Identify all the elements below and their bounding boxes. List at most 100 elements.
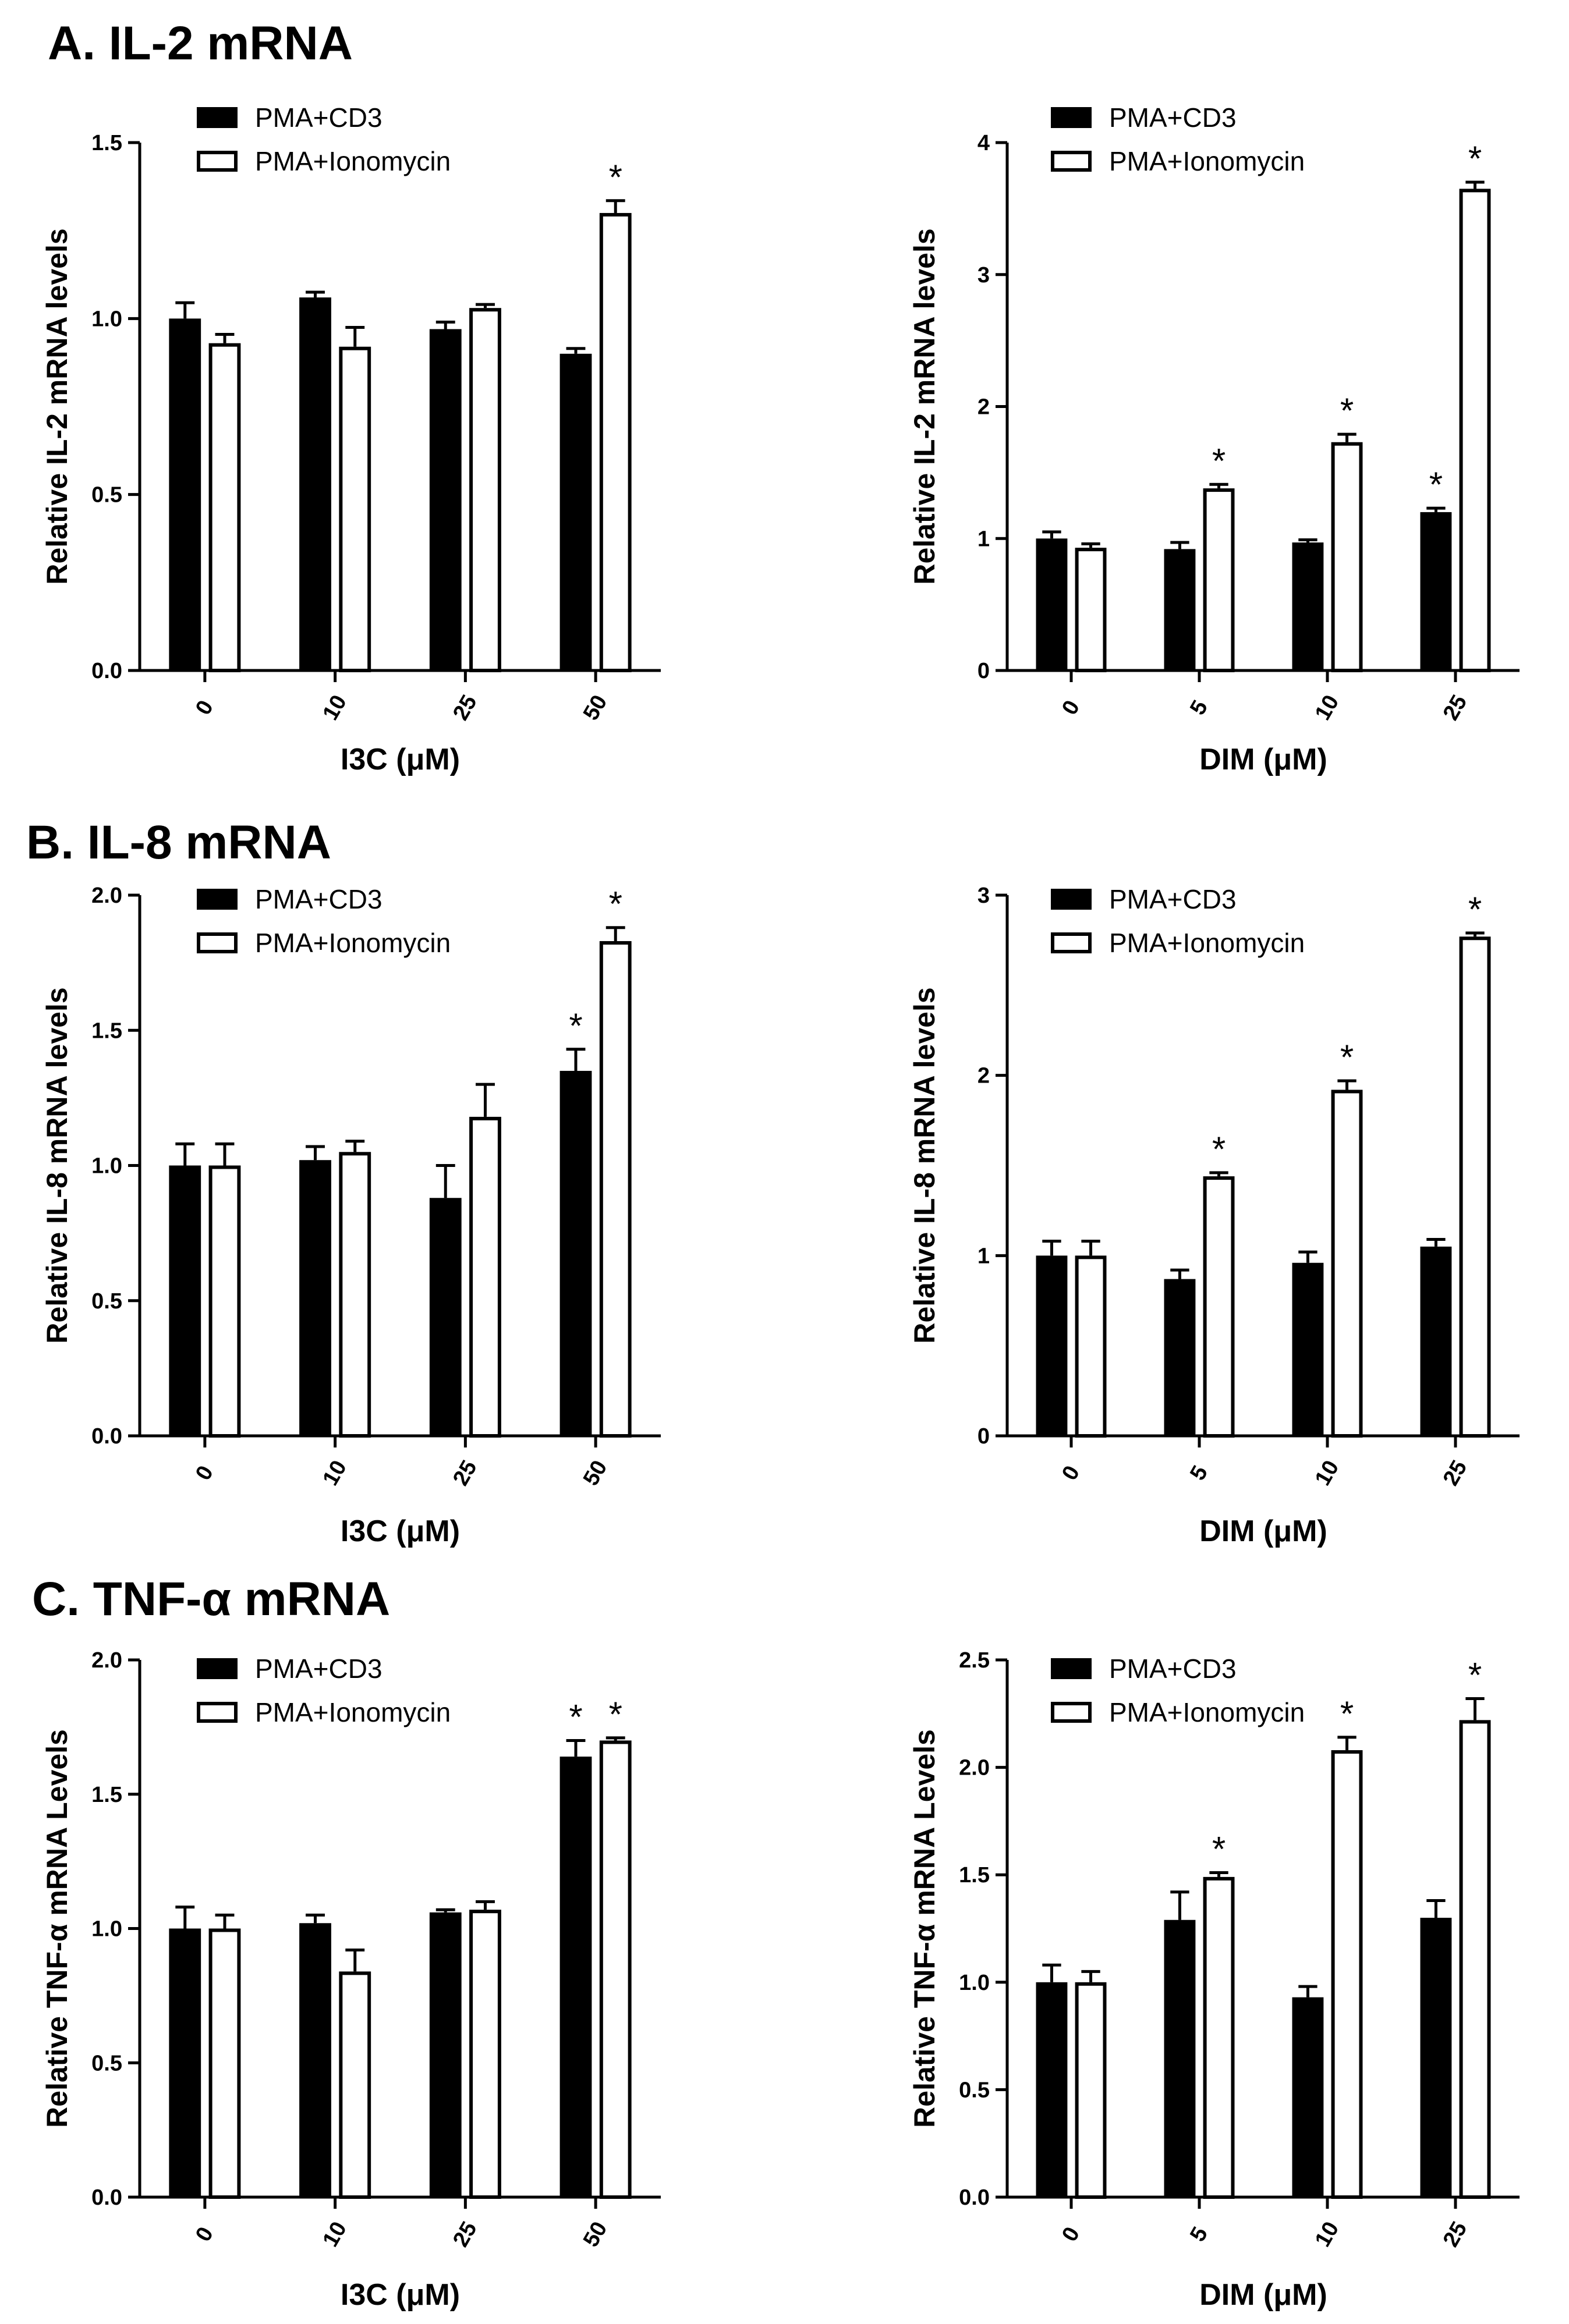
- chart5-significance-star: *: [609, 1695, 622, 1734]
- chart1-x-axis-label: I3C (μM): [341, 743, 460, 776]
- chart1-bar-pma-ionomycin: [469, 308, 501, 672]
- chart4-legend-label: PMA+Ionomycin: [1109, 928, 1305, 958]
- chart3-significance-star: *: [569, 1006, 582, 1045]
- chart4-y-tick-label: 3: [977, 884, 990, 908]
- chart6-significance-star: *: [1212, 1830, 1226, 1869]
- chart4-chart: 0 1 2 3 Relative IL-8 mRNA levels 0 5 * 10 * 25 * DI…: [908, 884, 1520, 1548]
- chart3-y-tick-label: 1.0: [91, 1154, 122, 1179]
- chart5-bar-pma-cd3: [169, 1928, 201, 2197]
- chart3-legend-swatch: [197, 932, 238, 953]
- chart1-bar-pma-ionomycin: [208, 343, 241, 672]
- chart1-bar-pma-ionomycin: [599, 212, 632, 672]
- chart2-x-tick-label: 10: [1311, 691, 1344, 725]
- chart3-y-tick-label: 0.5: [91, 1289, 122, 1314]
- chart2-y-axis-label: Relative IL-2 mRNA levels: [908, 228, 941, 584]
- chart1-x-tick-label: 25: [448, 691, 482, 725]
- chart3-chart: 0.0 0.5 1.0 1.5 2.0 Relative IL-8 mRNA levels…: [41, 884, 661, 1548]
- chart6-y-tick-label: 2.5: [959, 1648, 990, 1673]
- chart5-x-tick-label: 25: [448, 2217, 482, 2251]
- chart2-bar-pma-ionomycin: [1331, 442, 1363, 672]
- chart6-x-tick-label: 0: [1057, 2223, 1085, 2245]
- chart2-significance-star: *: [1340, 391, 1354, 430]
- chart6-chart: 0.0 0.5 1.0 1.5 2.0 2.5 Relative TNF-α mRNA Le…: [908, 1648, 1520, 2312]
- chart6-significance-star: *: [1340, 1694, 1354, 1733]
- chart3-y-tick-label: 2.0: [91, 884, 122, 908]
- chart6-significance-star: *: [1468, 1655, 1482, 1694]
- chart2-x-tick-label: 0: [1057, 696, 1085, 719]
- section-title-a: A. IL-2 mRNA: [48, 17, 353, 70]
- chart4-bar-pma-ionomycin: [1203, 1176, 1235, 1438]
- chart5-bar-pma-cd3: [299, 1923, 331, 2197]
- chart4-significance-star: *: [1340, 1038, 1354, 1077]
- chart5-bar-pma-cd3: [429, 1912, 462, 2197]
- chart2-bar-pma-cd3: [1036, 538, 1068, 670]
- chart2-y-tick-label: 2: [977, 395, 990, 420]
- chart4-x-axis-label: DIM (μM): [1199, 1514, 1327, 1548]
- chart5-y-tick-label: 2.0: [91, 1648, 122, 1673]
- chart4-x-tick-label: 0: [1057, 1461, 1085, 1484]
- chart3-bar-pma-ionomycin: [599, 941, 632, 1438]
- chart5-legend-swatch: [197, 1702, 238, 1723]
- chart6-x-axis-label: DIM (μM): [1199, 2278, 1327, 2312]
- chart6-bar-pma-ionomycin: [1075, 1982, 1107, 2199]
- chart2-bar-pma-ionomycin: [1075, 548, 1107, 672]
- chart6-legend-label: PMA+Ionomycin: [1109, 1697, 1305, 1727]
- chart2-y-tick-label: 0: [977, 659, 990, 683]
- chart2-x-axis-label: DIM (μM): [1199, 743, 1327, 776]
- chart3-legend-label: PMA+Ionomycin: [255, 928, 451, 958]
- chart4-bar-pma-cd3: [1292, 1262, 1324, 1436]
- chart4-x-tick-label: 5: [1185, 1461, 1213, 1484]
- chart2-legend-swatch: [1051, 107, 1092, 128]
- chart4-bar-pma-cd3: [1420, 1246, 1452, 1436]
- chart6-bar-pma-ionomycin: [1203, 1876, 1235, 2199]
- chart2-bar-pma-cd3: [1420, 512, 1452, 670]
- chart5-y-tick-label: 0.0: [91, 2185, 122, 2210]
- chart1-bar-pma-ionomycin: [339, 346, 371, 672]
- section-title-b: B. IL-8 mRNA: [26, 816, 331, 869]
- chart5-bar-pma-ionomycin: [469, 1910, 501, 2199]
- chart1-y-tick-label: 0.5: [91, 483, 122, 508]
- chart6-y-tick-label: 1.0: [959, 1971, 990, 1995]
- chart1-bar-pma-cd3: [559, 353, 592, 670]
- chart4-bar-pma-cd3: [1164, 1279, 1196, 1436]
- chart2-x-tick-label: 5: [1185, 696, 1213, 719]
- chart5-x-tick-label: 10: [318, 2217, 352, 2251]
- chart5-y-tick-label: 0.5: [91, 2051, 122, 2075]
- chart3-bar-pma-ionomycin: [469, 1116, 501, 1438]
- chart5-legend-label: PMA+CD3: [255, 1654, 382, 1684]
- chart4-y-axis-label: Relative IL-8 mRNA levels: [908, 987, 941, 1343]
- chart5-chart: 0.0 0.5 1.0 1.5 2.0 Relative TNF-α mRNA Level…: [41, 1648, 661, 2312]
- chart4-x-tick-label: 10: [1311, 1456, 1344, 1490]
- chart1-significance-star: *: [609, 158, 622, 197]
- chart2-bar-pma-ionomycin: [1203, 488, 1235, 673]
- chart6-bar-pma-cd3: [1036, 1982, 1068, 2197]
- chart6-x-tick-label: 25: [1439, 2217, 1472, 2251]
- chart1-y-tick-label: 0.0: [91, 659, 122, 683]
- chart1-y-tick-label: 1.5: [91, 131, 122, 155]
- chart4-legend-swatch: [1051, 889, 1092, 910]
- chart4-y-tick-label: 2: [977, 1064, 990, 1088]
- chart1-legend-swatch: [197, 151, 238, 172]
- chart2-significance-star: *: [1468, 139, 1482, 178]
- chart3-y-axis-label: Relative IL-8 mRNA levels: [41, 987, 73, 1343]
- chart5-legend-label: PMA+Ionomycin: [255, 1697, 451, 1727]
- chart5-x-tick-label: 0: [191, 2223, 218, 2245]
- chart3-x-tick-label: 0: [191, 1461, 218, 1484]
- chart4-bar-pma-ionomycin: [1331, 1090, 1363, 1438]
- chart3-bar-pma-cd3: [299, 1160, 331, 1436]
- chart2-y-tick-label: 1: [977, 527, 990, 551]
- chart4-significance-star: *: [1212, 1130, 1226, 1169]
- chart2-chart: 0 1 2 3 4 Relative IL-2 mRNA levels 0 5 * 10 * 25 * *…: [908, 102, 1520, 776]
- chart6-bar-pma-ionomycin: [1331, 1750, 1363, 2199]
- chart6-y-axis-label: Relative TNF-α mRNA Levels: [908, 1729, 941, 2128]
- chart3-x-tick-label: 10: [318, 1456, 352, 1490]
- chart5-y-tick-label: 1.5: [91, 1783, 122, 1807]
- chart1-legend-swatch: [197, 107, 238, 128]
- chart5-bar-pma-ionomycin: [599, 1740, 632, 2199]
- chart5-x-tick-label: 50: [579, 2217, 612, 2251]
- chart6-bar-pma-cd3: [1292, 1997, 1324, 2197]
- chart1-x-tick-label: 50: [579, 691, 612, 725]
- chart2-y-tick-label: 3: [977, 263, 990, 288]
- chart1-y-axis-label: Relative IL-2 mRNA levels: [41, 228, 73, 584]
